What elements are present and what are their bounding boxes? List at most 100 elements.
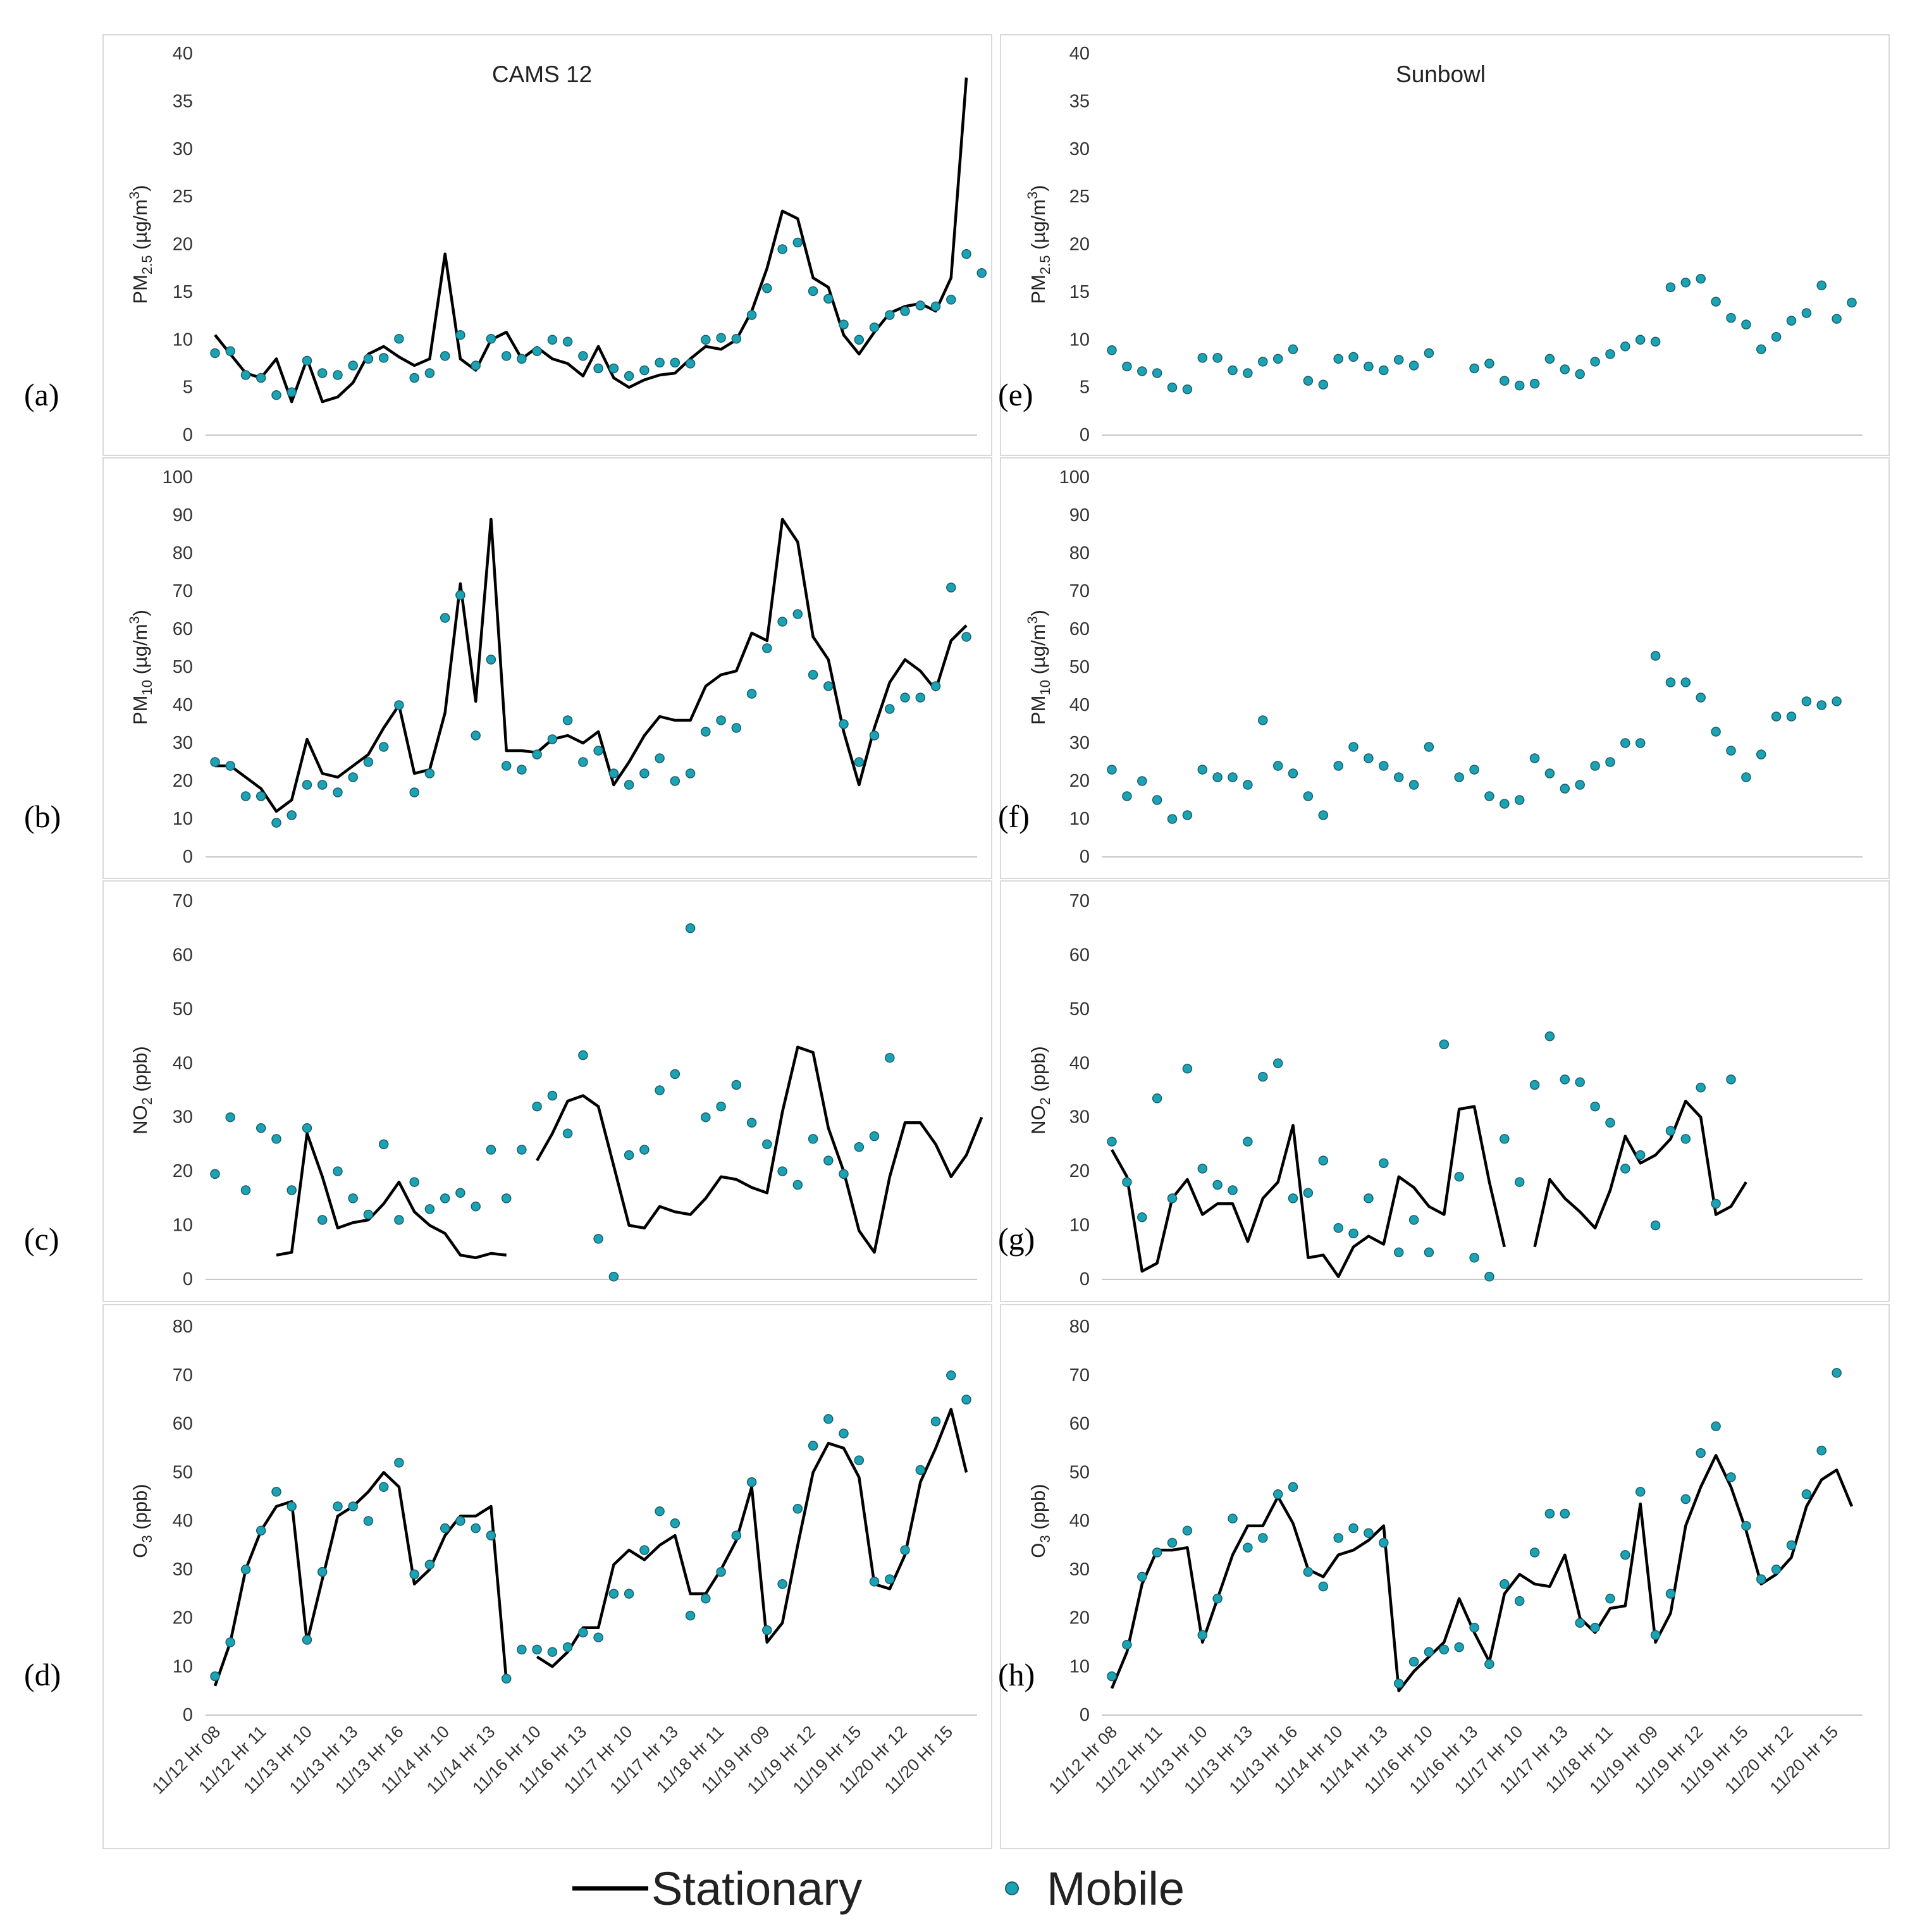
mobile-point [1167,814,1178,824]
mobile-point [670,1069,681,1080]
mobile-point [363,1516,374,1526]
mobile-point [409,1177,419,1187]
mobile-point [578,351,588,361]
mobile-point [823,681,834,691]
y-tick-label: 10 [1069,809,1090,829]
y-tick-label: 15 [1069,282,1090,302]
mobile-point [839,1169,849,1179]
mobile-point [333,1166,343,1176]
mobile-point [1696,1448,1706,1458]
mobile-point [1605,1594,1615,1604]
mobile-point [363,1209,374,1220]
mobile-point [1544,1031,1555,1042]
site-title: CAMS 12 [492,61,592,87]
y-tick-label: 35 [173,91,193,111]
mobile-point [655,1085,665,1095]
mobile-point [655,357,665,368]
y-tick-label: 10 [1069,1215,1090,1236]
mobile-point [1469,1253,1479,1263]
mobile-point [1393,1678,1404,1689]
mobile-point [854,335,865,345]
mobile-point [1771,331,1782,342]
y-tick-label: 60 [1069,1414,1090,1434]
y-axis-label: O3 (ppb) [129,1484,155,1558]
mobile-point [792,1504,803,1514]
mobile-point [823,1155,834,1166]
mobile-point [517,1644,527,1655]
mobile-point [1167,1193,1178,1203]
stationary-line [214,77,968,403]
mobile-point [1228,1185,1238,1195]
mobile-point [1228,365,1238,376]
panel-letter: (h) [998,1657,1035,1692]
stationary-line [1111,1105,1506,1278]
legend-stationary-label: Stationary [651,1862,862,1915]
mobile-point [225,1112,235,1123]
mobile-point [1665,1589,1676,1599]
stationary-line [536,1408,968,1668]
mobile-point [1620,1549,1630,1560]
y-tick-label: 10 [1069,1656,1090,1677]
mobile-point [1620,1164,1630,1174]
mobile-point [1182,810,1193,820]
mobile-point [1393,355,1404,365]
panel-letter: (a) [24,377,59,412]
mobile-point [1500,1579,1510,1589]
panel-frame [102,34,992,456]
mobile-point [839,319,849,329]
mobile-point [655,753,665,763]
mobile-point [777,617,787,627]
mobile-point [593,363,603,374]
mobile-point [946,1370,956,1381]
mobile-point [1832,314,1842,324]
mobile-point [1529,378,1540,389]
mobile-point [394,1215,404,1225]
mobile-point [1590,1623,1600,1633]
mobile-point [808,670,818,680]
panel-letter: (e) [998,377,1033,412]
mobile-point [1303,791,1314,801]
y-tick-label: 80 [173,1317,193,1337]
y-tick-label: 70 [1069,1365,1090,1386]
mobile-point [1575,369,1585,379]
mobile-point [961,249,971,259]
mobile-point [593,1234,603,1244]
y-tick-label: 0 [1080,425,1090,445]
panel-letter: (c) [24,1221,59,1257]
y-axis-label: PM2.5 (µg/m3) [126,185,155,304]
mobile-point [608,768,619,778]
mobile-point [885,310,895,320]
y-tick-label: 80 [1069,543,1090,563]
mobile-point [777,244,787,254]
mobile-point [1258,357,1268,367]
mobile-point [562,1128,573,1139]
panel-frame [102,457,992,879]
mobile-point [746,689,757,699]
stationary-line [1110,1454,1854,1692]
mobile-point [639,1145,650,1155]
mobile-point [486,1145,496,1155]
y-tick-label: 30 [173,733,193,753]
mobile-point [1711,727,1721,737]
mobile-point [1529,1080,1540,1090]
y-tick-label: 40 [1069,44,1090,64]
mobile-point [1500,799,1510,809]
mobile-point [731,1080,742,1090]
y-tick-label: 20 [173,235,193,255]
mobile-point [240,791,251,801]
mobile-point [1756,749,1766,760]
mobile-point [1137,1572,1147,1582]
y-tick-label: 10 [173,809,193,829]
mobile-point [517,1145,527,1155]
mobile-point [363,354,374,364]
mobile-point [1303,1188,1314,1198]
mobile-point [608,363,619,374]
mobile-point [256,1123,266,1133]
y-tick-label: 0 [1080,847,1090,867]
mobile-point [1816,700,1827,710]
mobile-point [731,1530,742,1541]
mobile-point [1272,1058,1283,1069]
y-tick-label: 60 [1069,945,1090,965]
mobile-point [685,359,696,369]
y-tick-label: 40 [1069,1053,1090,1073]
